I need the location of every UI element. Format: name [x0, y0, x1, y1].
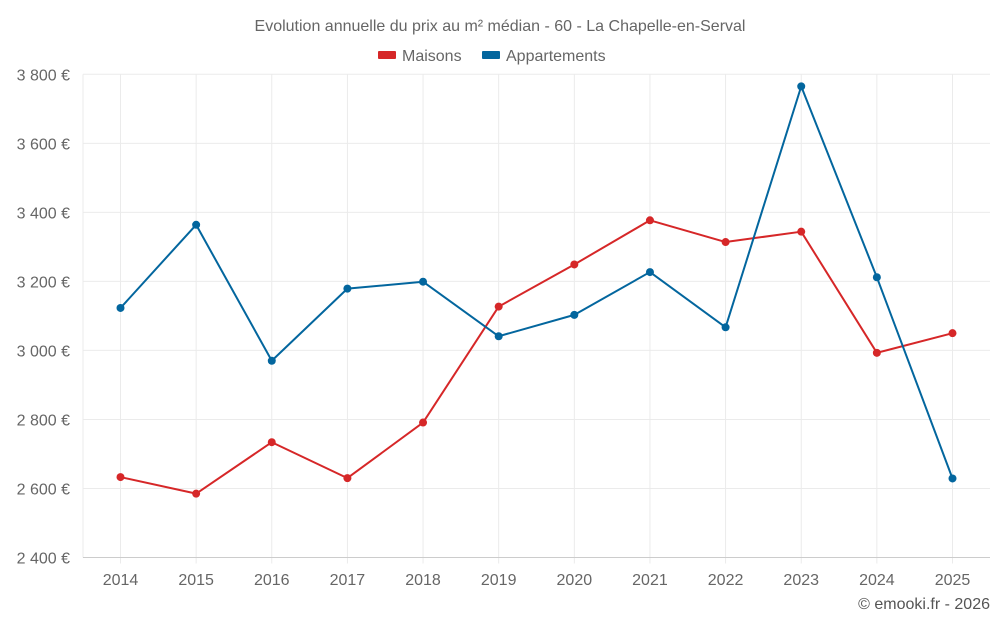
data-point-maisons-2015[interactable]: [192, 489, 201, 498]
data-point-maisons-2014[interactable]: [116, 473, 125, 482]
series-appartements: [116, 82, 957, 483]
x-tick-label: 2025: [935, 572, 971, 589]
data-point-maisons-2019[interactable]: [494, 302, 503, 311]
data-point-appartements-2021[interactable]: [645, 268, 654, 277]
chart-title: Evolution annuelle du prix au m² médian …: [255, 18, 746, 35]
legend-label-appartements: Appartements: [506, 48, 606, 65]
x-tick-label: 2014: [103, 572, 139, 589]
data-point-maisons-2022[interactable]: [721, 238, 730, 247]
data-point-appartements-2020[interactable]: [570, 310, 579, 319]
y-tick-label: 2 800 €: [17, 412, 70, 429]
data-point-appartements-2022[interactable]: [721, 323, 730, 332]
y-tick-label: 2 400 €: [17, 551, 70, 568]
series-maisons: [116, 216, 957, 498]
data-point-appartements-2018[interactable]: [419, 277, 428, 286]
y-tick-label: 3 400 €: [17, 205, 70, 222]
x-gridlines: [120, 74, 953, 564]
data-point-maisons-2017[interactable]: [343, 474, 352, 483]
data-point-maisons-2020[interactable]: [570, 260, 579, 269]
data-point-appartements-2019[interactable]: [494, 332, 503, 341]
data-point-maisons-2016[interactable]: [267, 438, 276, 447]
y-tick-label: 2 600 €: [17, 481, 70, 498]
series-line-appartements: [119, 85, 954, 479]
y-tick-label: 3 200 €: [17, 274, 70, 291]
legend-swatch-appartements: [482, 51, 500, 59]
data-point-maisons-2025[interactable]: [948, 329, 957, 338]
x-axis-ticks: 2014 2015 2016 2017 2018 2019 2020 2021 2022 2023…: [103, 572, 971, 589]
x-tick-label: 2020: [557, 572, 593, 589]
data-point-appartements-2024[interactable]: [872, 273, 881, 282]
x-tick-label: 2024: [859, 572, 895, 589]
y-tick-label: 3 600 €: [17, 136, 70, 153]
y-axis-ticks: 2 400 € 2 600 € 2 800 € 3 000 € 3 200 € 3 400…: [17, 67, 70, 567]
x-tick-label: 2022: [708, 572, 744, 589]
data-point-maisons-2021[interactable]: [645, 216, 654, 225]
data-point-appartements-2016[interactable]: [267, 356, 276, 365]
data-point-appartements-2017[interactable]: [343, 284, 352, 293]
y-tick-label: 3 000 €: [17, 343, 70, 360]
series-group: [116, 82, 957, 498]
legend-swatch-maisons: [378, 51, 396, 59]
x-tick-label: 2019: [481, 572, 517, 589]
y-tick-label: 3 800 €: [17, 67, 70, 84]
legend-item-appartements[interactable]: Appartements: [482, 48, 606, 65]
legend-label-maisons: Maisons: [402, 48, 462, 65]
data-point-appartements-2023[interactable]: [797, 82, 806, 91]
legend-item-maisons[interactable]: Maisons: [378, 48, 462, 65]
x-tick-label: 2023: [783, 572, 819, 589]
credit-text: © emooki.fr - 2026: [858, 596, 990, 613]
x-tick-label: 2015: [178, 572, 214, 589]
data-point-maisons-2018[interactable]: [419, 418, 428, 427]
x-tick-label: 2017: [330, 572, 366, 589]
data-point-appartements-2015[interactable]: [192, 220, 201, 229]
data-point-appartements-2014[interactable]: [116, 303, 125, 312]
series-line-maisons: [120, 219, 953, 495]
x-tick-label: 2021: [632, 572, 668, 589]
y-gridlines: [82, 73, 990, 558]
data-point-maisons-2024[interactable]: [872, 348, 881, 357]
x-tick-label: 2016: [254, 572, 290, 589]
x-tick-label: 2018: [405, 572, 441, 589]
data-point-maisons-2023[interactable]: [797, 227, 806, 236]
data-point-appartements-2025[interactable]: [948, 474, 957, 483]
legend: Maisons Appartements: [378, 48, 606, 65]
